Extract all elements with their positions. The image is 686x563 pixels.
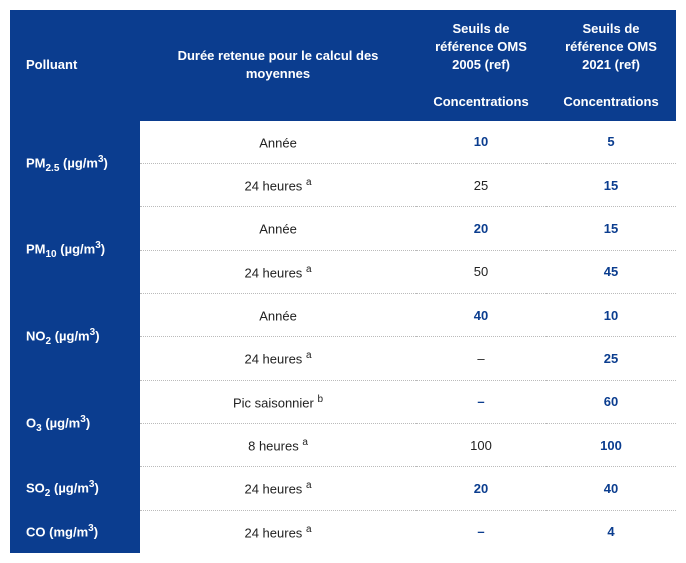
pollutant-unit-close: )	[95, 328, 99, 343]
pollutant-unit: (µg/m	[60, 242, 95, 257]
pollutant-unit: (µg/m	[45, 415, 80, 430]
pollutant-o3: O3 (µg/m3)	[10, 380, 140, 467]
c2021-cell: 5	[546, 121, 676, 164]
c2021-cell: 60	[546, 380, 676, 423]
pollutant-pm10: PM10 (µg/m3)	[10, 207, 140, 294]
table-row: NO2 (µg/m3) Année 40 10	[10, 294, 676, 337]
table-row: O3 (µg/m3) Pic saisonnier b – 60	[10, 380, 676, 423]
duration-cell: Pic saisonnier b	[140, 380, 416, 423]
duration-cell: 24 heures a	[140, 164, 416, 207]
pollutant-unit: (mg/m	[49, 525, 88, 540]
pollutant-unit-close: )	[94, 480, 98, 495]
pollutant-unit-close: )	[104, 155, 108, 170]
c2005-cell: 50	[416, 250, 546, 293]
c2005-cell: 100	[416, 424, 546, 467]
duration-cell: 24 heures a	[140, 337, 416, 380]
header-ref-2005: Seuils de référence OMS 2005 (ref) Conce…	[416, 10, 546, 121]
pollutant-so2: SO2 (µg/m3)	[10, 467, 140, 510]
duration-cell: 24 heures a	[140, 467, 416, 510]
pollutant-sub: 2	[46, 336, 52, 347]
duration-cell: 24 heures a	[140, 250, 416, 293]
pollutant-no2: NO2 (µg/m3)	[10, 294, 140, 381]
header-pollutant: Polluant	[10, 10, 140, 121]
pollutant-unit: (µg/m	[55, 328, 90, 343]
c2021-cell: 25	[546, 337, 676, 380]
pollutant-name: NO	[26, 328, 46, 343]
c2005-cell: –	[416, 337, 546, 380]
table-row: PM2.5 (µg/m3) Année 10 5	[10, 121, 676, 164]
table-body: PM2.5 (µg/m3) Année 10 5 24 heures a 25 …	[10, 121, 676, 553]
c2005-cell: –	[416, 380, 546, 423]
c2005-cell: 10	[416, 121, 546, 164]
duration-cell: 24 heures a	[140, 510, 416, 553]
pollutant-sub: 10	[46, 249, 57, 260]
pollutant-sub: 2.5	[46, 163, 60, 174]
c2021-cell: 10	[546, 294, 676, 337]
header-ref-2021-title: Seuils de référence OMS 2021 (ref)	[565, 21, 657, 72]
duration-cell: Année	[140, 121, 416, 164]
header-duration: Durée retenue pour le calcul des moyenne…	[140, 10, 416, 121]
pollutant-sub: 3	[36, 423, 42, 434]
pollutant-pm25: PM2.5 (µg/m3)	[10, 121, 140, 207]
c2021-cell: 15	[546, 207, 676, 250]
c2005-cell: 25	[416, 164, 546, 207]
header-ref-2005-title: Seuils de référence OMS 2005 (ref)	[435, 21, 527, 72]
pollutant-unit: (µg/m	[54, 480, 89, 495]
c2021-cell: 4	[546, 510, 676, 553]
table-row: CO (mg/m3) 24 heures a – 4	[10, 510, 676, 553]
duration-cell: Année	[140, 207, 416, 250]
c2005-cell: 40	[416, 294, 546, 337]
pollutant-name: PM	[26, 155, 46, 170]
c2021-cell: 15	[546, 164, 676, 207]
header-ref-2005-sub: Concentrations	[424, 93, 538, 111]
pollutant-unit-close: )	[94, 525, 98, 540]
c2005-cell: –	[416, 510, 546, 553]
c2021-cell: 40	[546, 467, 676, 510]
pollutant-unit: (µg/m	[63, 155, 98, 170]
table-header: Polluant Durée retenue pour le calcul de…	[10, 10, 676, 121]
header-ref-2021-sub: Concentrations	[554, 93, 668, 111]
pollutant-unit-close: )	[86, 415, 90, 430]
duration-cell: 8 heures a	[140, 424, 416, 467]
pollutant-name: CO	[26, 525, 46, 540]
header-ref-2021: Seuils de référence OMS 2021 (ref) Conce…	[546, 10, 676, 121]
c2021-cell: 45	[546, 250, 676, 293]
pollutant-unit-close: )	[101, 242, 105, 257]
duration-cell: Année	[140, 294, 416, 337]
pollutant-name: PM	[26, 242, 46, 257]
pollutant-name: SO	[26, 480, 45, 495]
pollutant-name: O	[26, 415, 36, 430]
table-row: SO2 (µg/m3) 24 heures a 20 40	[10, 467, 676, 510]
c2005-cell: 20	[416, 207, 546, 250]
pollutant-sub: 2	[45, 488, 51, 499]
who-thresholds-table: Polluant Durée retenue pour le calcul de…	[10, 10, 676, 553]
pollutant-co: CO (mg/m3)	[10, 510, 140, 553]
c2021-cell: 100	[546, 424, 676, 467]
table-row: PM10 (µg/m3) Année 20 15	[10, 207, 676, 250]
c2005-cell: 20	[416, 467, 546, 510]
